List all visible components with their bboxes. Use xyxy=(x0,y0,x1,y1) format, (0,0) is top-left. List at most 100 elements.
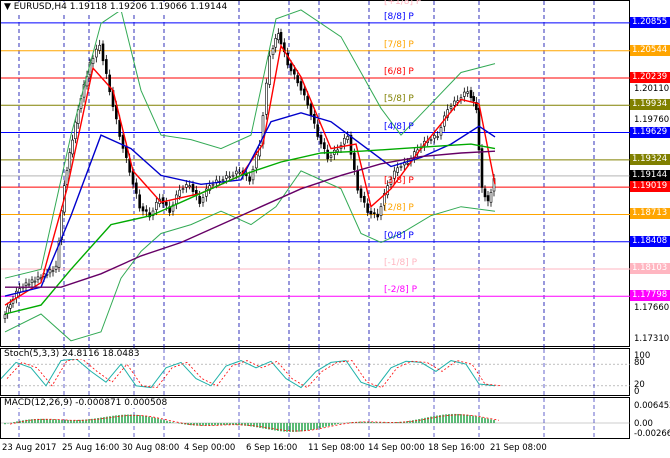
candle-body xyxy=(255,154,258,169)
candle-body xyxy=(151,210,155,216)
candle-body xyxy=(74,121,77,140)
candle-body xyxy=(289,63,293,72)
stoch-tick: 80 xyxy=(634,358,645,369)
candle-body xyxy=(138,194,141,209)
candle-body xyxy=(33,280,37,283)
date-label: 11 Sep 08:00 xyxy=(308,443,365,453)
macd-axis: 0.006452 0.00-0.002661 xyxy=(630,397,670,439)
candle-body xyxy=(118,119,121,137)
candle-body xyxy=(306,96,309,106)
macd-tick: 0.006452 xyxy=(634,401,670,411)
candle-body xyxy=(449,106,453,109)
candle-body xyxy=(235,170,238,175)
candle-body xyxy=(286,52,289,66)
candle-body xyxy=(181,188,185,190)
candle-body xyxy=(98,44,101,51)
candle-body xyxy=(363,195,366,203)
candle-body xyxy=(369,210,373,215)
stoch-signal-line xyxy=(6,358,502,389)
murray-label: [7/8] P xyxy=(384,39,414,50)
candle-body xyxy=(65,170,69,185)
murray-price-tag: 1.20239 xyxy=(630,72,670,83)
candle-body xyxy=(121,134,125,149)
ma-fast xyxy=(4,43,496,306)
candle-body xyxy=(469,90,473,99)
candle-body xyxy=(323,142,326,150)
candle-body xyxy=(439,127,443,136)
candle-body xyxy=(57,240,61,268)
macd-pane[interactable] xyxy=(0,397,631,440)
candle-body xyxy=(293,69,296,75)
price-tick: 1.20110 xyxy=(634,83,670,94)
candle-body xyxy=(155,202,158,210)
candle-body xyxy=(316,124,319,137)
candle-body xyxy=(271,48,275,55)
murray-price-tag: 1.20855 xyxy=(630,16,670,28)
candle-body xyxy=(463,91,466,97)
candle-body xyxy=(24,282,28,286)
candle-body xyxy=(95,48,98,58)
chart-menu-icon[interactable]: ▼ xyxy=(4,2,11,12)
candle-body xyxy=(389,179,393,185)
date-label: 25 Aug 16:00 xyxy=(62,443,120,453)
murray-price-tag: 1.19629 xyxy=(630,126,670,138)
candle-body xyxy=(30,279,34,284)
candle-body xyxy=(208,185,211,191)
candle-body xyxy=(366,203,369,213)
candle-body xyxy=(326,149,329,160)
candle-body xyxy=(303,88,306,96)
candle-body xyxy=(54,265,58,270)
candle-body xyxy=(406,163,409,165)
date-label: 30 Aug 08:00 xyxy=(122,443,180,453)
candle-body xyxy=(399,166,403,168)
candle-body xyxy=(359,188,363,198)
candle-body xyxy=(319,134,323,145)
candle-body xyxy=(480,148,484,188)
candle-body xyxy=(309,103,313,116)
candle-body xyxy=(343,137,346,145)
candle-body xyxy=(185,184,188,188)
candle-body xyxy=(3,314,7,319)
candle-body xyxy=(477,108,481,151)
bollinger-upper xyxy=(4,9,496,279)
candle-body xyxy=(475,102,478,110)
candle-body xyxy=(313,113,316,124)
candle-body xyxy=(188,185,191,187)
candle-body xyxy=(274,38,277,48)
candle-body xyxy=(251,168,255,181)
stoch-main-line xyxy=(1,358,496,389)
candle-body xyxy=(393,170,396,179)
symbol-header: EURUSD,H4 1.19118 1.19206 1.19066 1.1914… xyxy=(13,2,228,12)
candle-body xyxy=(248,176,251,182)
candle-body xyxy=(296,75,299,84)
date-label: 23 Aug 2017 xyxy=(2,443,57,453)
candle-body xyxy=(336,149,339,152)
price-tick: 1.17660 xyxy=(634,302,670,313)
candle-body xyxy=(211,183,215,186)
price-tick: 1.19760 xyxy=(634,114,670,125)
murray-price-tag: 1.19934 xyxy=(630,99,670,111)
candle-body xyxy=(429,139,433,141)
candle-body xyxy=(483,188,487,198)
candle-body xyxy=(71,139,74,155)
murray-label: [4/8] P xyxy=(384,121,414,132)
murray-label: [6/8] P xyxy=(384,67,414,77)
candle-body xyxy=(27,283,31,286)
murray-price-tag: 1.18713 xyxy=(630,208,670,220)
candle-body xyxy=(396,167,399,173)
murray-label-faded: [+1/8] P xyxy=(384,0,422,7)
price-pane[interactable] xyxy=(0,0,631,348)
candle-body xyxy=(238,171,241,174)
candle-body xyxy=(346,136,349,140)
candle-body xyxy=(329,155,333,158)
candle-body xyxy=(135,182,138,194)
candle-body xyxy=(131,170,135,185)
candle-body xyxy=(221,179,225,182)
candle-body xyxy=(489,192,493,203)
candle-body xyxy=(433,134,436,139)
candle-body xyxy=(373,212,376,214)
price-chart[interactable] xyxy=(1,1,631,348)
price-tick: 1.17310 xyxy=(634,333,670,344)
candle-body xyxy=(279,32,283,45)
candle-body xyxy=(225,175,228,179)
